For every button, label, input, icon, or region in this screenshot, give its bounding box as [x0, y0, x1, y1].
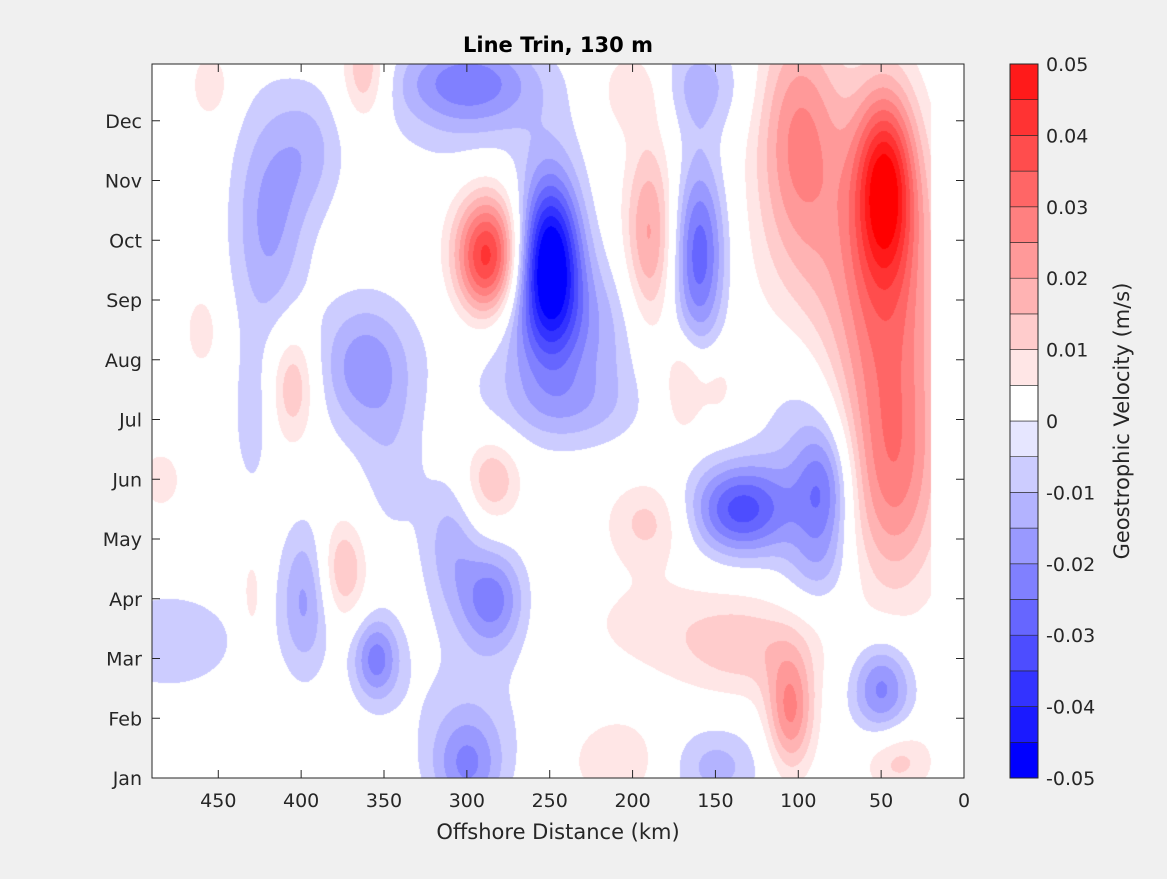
colorbar-label: Geostrophic Velocity (m/s)	[1110, 283, 1134, 560]
colorbar-tick-label: 0.03	[1046, 197, 1088, 219]
colorbar-band	[1009, 670, 1039, 707]
colorbar-band	[1009, 492, 1039, 529]
colorbar-band	[1009, 206, 1039, 243]
colorbar: 0.05 0.04 0.03 0.02 0.01 0 -0.01 -0.02 -0.03 -0.0…	[1009, 54, 1095, 790]
colorbar-band	[1009, 706, 1039, 743]
x-tick-label: 300	[449, 790, 485, 812]
colorbar-tick-label: 0.02	[1046, 268, 1088, 290]
colorbar-tick-label: -0.03	[1046, 625, 1095, 647]
y-tick-label: Oct	[109, 230, 142, 252]
colorbar-band	[1009, 384, 1039, 422]
colorbar-band	[1009, 741, 1039, 779]
y-axis: Jan Feb Mar Apr May Jun Jul Aug Sep Oct Nov Dec	[103, 111, 964, 790]
colorbar-tick-label: -0.05	[1046, 768, 1095, 790]
y-tick-label: Mar	[106, 649, 142, 671]
x-tick-label: 100	[780, 790, 816, 812]
y-tick-label: Jun	[111, 469, 142, 491]
x-tick-label: 450	[200, 790, 236, 812]
y-tick-label: Nov	[105, 171, 142, 193]
chart-title: Line Trin, 130 m	[463, 33, 653, 57]
colorbar-tick-label: -0.04	[1046, 697, 1095, 719]
colorbar-tick-label: -0.01	[1046, 482, 1095, 504]
colorbar-band	[1009, 242, 1039, 279]
colorbar-band	[1009, 63, 1039, 101]
y-tick-label: Aug	[105, 350, 142, 372]
y-tick-label: Feb	[108, 708, 142, 730]
colorbar-tick-label: 0	[1046, 411, 1058, 433]
x-tick-label: 0	[958, 790, 970, 812]
y-tick-label: Jul	[118, 410, 142, 432]
x-tick-label: 250	[532, 790, 568, 812]
colorbar-band	[1009, 634, 1039, 672]
y-tick-label: May	[103, 529, 142, 551]
colorbar-band	[1009, 599, 1039, 636]
colorbar-band	[1009, 277, 1039, 315]
x-axis-label: Offshore Distance (km)	[436, 820, 679, 844]
colorbar-tick-label: -0.02	[1046, 554, 1095, 576]
colorbar-tick-label: 0.01	[1046, 340, 1088, 362]
y-tick-label: Apr	[109, 589, 142, 611]
contour-fill-image	[152, 64, 964, 778]
colorbar-band	[1009, 527, 1039, 565]
colorbar-band	[1009, 313, 1039, 350]
colorbar-tick-label: 0.05	[1046, 54, 1088, 76]
colorbar-band	[1009, 420, 1039, 458]
colorbar-band	[1009, 349, 1039, 386]
y-tick-label: Sep	[106, 290, 142, 312]
plot-frame	[151, 63, 965, 779]
colorbar-band	[1009, 170, 1039, 208]
y-tick-label: Dec	[105, 111, 142, 133]
x-tick-label: 150	[697, 790, 733, 812]
x-tick-label: 400	[283, 790, 319, 812]
x-tick-label: 350	[366, 790, 402, 812]
colorbar-border	[1009, 63, 1039, 779]
colorbar-band	[1009, 99, 1039, 136]
colorbar-band	[1009, 456, 1039, 493]
contour-field	[152, 64, 964, 778]
plot-frame-border	[151, 63, 965, 779]
x-tick-label: 50	[869, 790, 893, 812]
x-tick-label: 200	[614, 790, 650, 812]
colorbar-band	[1009, 135, 1039, 172]
y-tick-label: Jan	[112, 768, 142, 790]
colorbar-tick-label: 0.04	[1046, 125, 1088, 147]
x-axis: 450 400 350 300 250 200 150 100 50 0	[200, 64, 970, 812]
colorbar-band	[1009, 563, 1039, 600]
